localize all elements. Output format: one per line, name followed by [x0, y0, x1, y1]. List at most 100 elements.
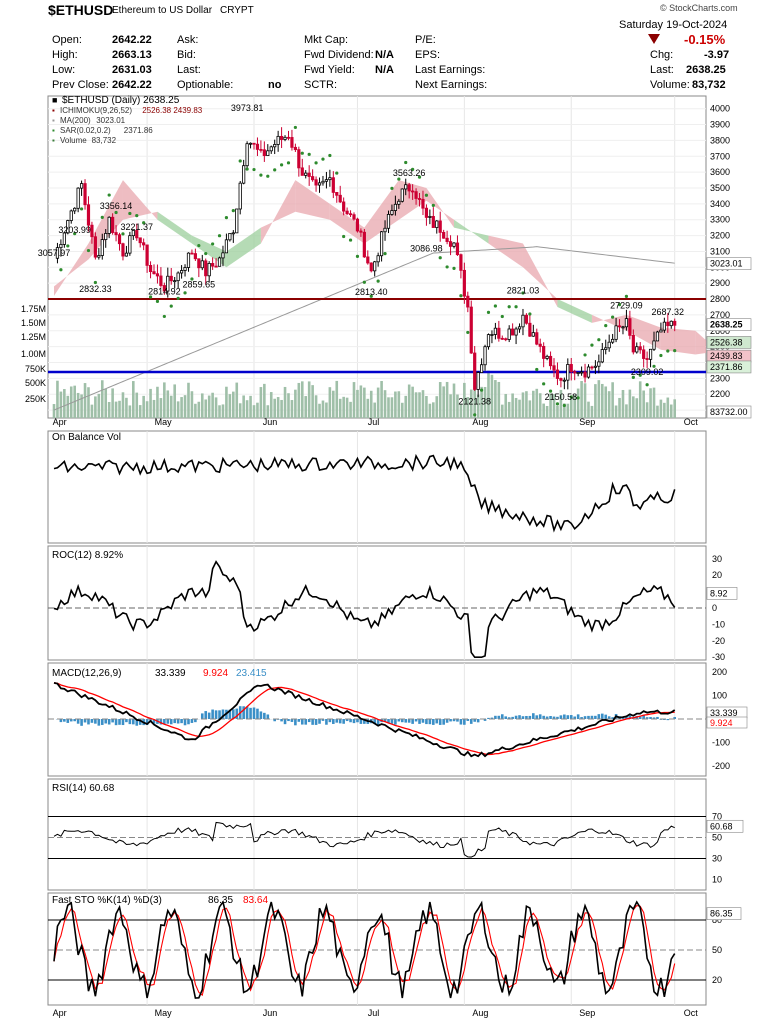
- candle-body: [569, 364, 573, 373]
- macd-histogram-bar: [390, 719, 394, 724]
- volume-bar: [176, 401, 180, 418]
- candle-body: [259, 149, 263, 151]
- rsi-tick-label: 70: [712, 812, 722, 822]
- volume-bar: [494, 380, 497, 418]
- sto-tick-label: 20: [712, 975, 722, 985]
- volume-bar: [366, 398, 370, 418]
- sar-dot: [576, 396, 580, 400]
- volume-bar: [149, 388, 152, 418]
- down-arrow-icon: [648, 34, 660, 44]
- ichimoku-cloud-segment: [488, 235, 523, 268]
- sar-dot: [528, 312, 532, 316]
- candle-body: [514, 328, 518, 336]
- macd-tick-label: 100: [712, 691, 727, 701]
- macd-histogram-bar: [100, 719, 104, 725]
- sar-dot: [114, 210, 118, 215]
- macd-histogram-bar: [459, 719, 463, 725]
- macd-histogram-bar: [566, 715, 570, 719]
- candle-body: [517, 326, 522, 330]
- macd-right-label-box: [706, 716, 748, 729]
- price-tick-label: 2300: [710, 373, 730, 383]
- sar-dot: [652, 364, 656, 368]
- candle-body: [279, 135, 284, 140]
- macd-histogram-bar: [611, 717, 614, 719]
- candle-body: [362, 231, 366, 258]
- candle-body: [345, 210, 349, 215]
- macd-histogram-bar: [404, 719, 408, 723]
- candle-body: [248, 142, 253, 145]
- macd-histogram-bar: [180, 719, 183, 724]
- macd-histogram-bar: [200, 713, 204, 719]
- volume-tick-label: 500K: [25, 378, 46, 388]
- candle-body: [597, 361, 601, 367]
- volume-bar: [59, 391, 63, 418]
- sar-dot: [521, 291, 525, 295]
- eps-label: EPS:: [415, 49, 441, 61]
- candle-body: [548, 355, 553, 367]
- macd-histogram-bar: [166, 719, 170, 724]
- legend-2-swatch-icon: ▪: [52, 126, 55, 135]
- macd-histogram-bar: [342, 719, 345, 724]
- macd-histogram-bar: [487, 717, 490, 719]
- macd-histogram-bar: [214, 710, 218, 719]
- volume-bar: [87, 387, 90, 418]
- sar-dot: [548, 389, 553, 393]
- fwddiv-label: Fwd Dividend:: [304, 49, 374, 61]
- price-tick-label: 3100: [710, 246, 730, 256]
- volume-bar: [563, 403, 566, 418]
- candle-body: [179, 270, 184, 274]
- ichimoku-cloud-segment: [191, 235, 227, 268]
- candle-body: [300, 167, 304, 176]
- candle-body: [338, 194, 342, 203]
- candle-body: [583, 371, 587, 378]
- volume-tick-label: 750K: [25, 364, 46, 374]
- sar-dot: [335, 171, 339, 175]
- ichimoku-cloud-segment: [557, 299, 592, 323]
- candle-body: [631, 334, 635, 353]
- candle-body: [86, 204, 91, 226]
- candle-body: [342, 201, 346, 212]
- sar-dot: [252, 167, 256, 172]
- macd-histogram-bar: [287, 719, 290, 722]
- macd-histogram-bar: [552, 716, 556, 719]
- macd-histogram-bar: [311, 719, 314, 725]
- candle-body: [73, 207, 77, 212]
- macd-histogram-bar: [307, 719, 311, 723]
- candle-body: [269, 146, 273, 152]
- volume-bar: [511, 393, 514, 418]
- panel-frame-1: [47, 430, 707, 544]
- ichimoku-cloud-segment: [157, 211, 192, 244]
- sar-dot: [659, 353, 663, 358]
- volume-bar: [628, 389, 632, 418]
- sar-dot: [300, 151, 304, 155]
- volume-bar: [369, 390, 373, 418]
- candle-body: [504, 338, 508, 341]
- sar-dot: [362, 280, 366, 284]
- candle-body: [621, 326, 625, 329]
- volume-bar: [514, 397, 518, 418]
- sar-dot: [231, 209, 235, 213]
- volume-bar: [318, 403, 321, 418]
- macd-histogram-bar: [363, 719, 366, 724]
- candle-body: [445, 237, 449, 242]
- volume-bar: [180, 397, 183, 418]
- candle-body: [290, 137, 294, 148]
- candle-body: [455, 242, 460, 256]
- volume-bar: [380, 380, 383, 418]
- macd-histogram-bar: [580, 717, 583, 719]
- candle-body: [628, 318, 632, 336]
- macd-histogram-bar: [183, 719, 187, 726]
- volume-bar: [118, 400, 121, 418]
- macd-histogram-bar: [280, 719, 283, 722]
- volume-bar: [304, 396, 308, 418]
- volume-bar: [252, 405, 256, 418]
- candle-body: [414, 191, 418, 199]
- volume-bar: [659, 399, 663, 418]
- volume-bar: [642, 390, 645, 418]
- candle-body: [376, 255, 380, 263]
- candle-body: [486, 334, 491, 348]
- price-tick-label: 3300: [710, 215, 730, 225]
- candle-body: [173, 280, 177, 283]
- macd-histogram-bar: [94, 719, 97, 724]
- macd-histogram-bar: [249, 707, 252, 719]
